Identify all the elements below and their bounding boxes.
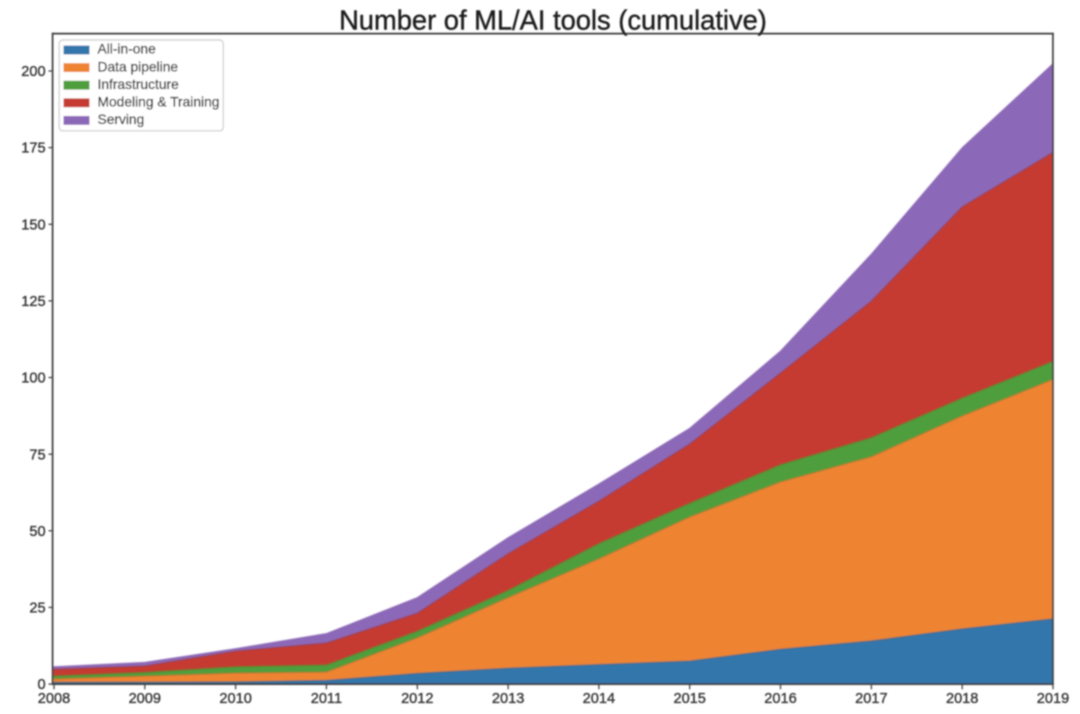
svg-text:Infrastructure: Infrastructure xyxy=(98,77,180,92)
svg-text:Serving: Serving xyxy=(98,112,145,127)
svg-text:2012: 2012 xyxy=(401,691,433,707)
svg-text:2016: 2016 xyxy=(764,691,796,707)
svg-text:2018: 2018 xyxy=(946,691,978,707)
svg-text:125: 125 xyxy=(21,294,45,310)
svg-text:25: 25 xyxy=(29,601,45,617)
svg-text:2014: 2014 xyxy=(583,691,615,707)
svg-text:Data pipeline: Data pipeline xyxy=(98,59,179,74)
svg-text:Modeling & Training: Modeling & Training xyxy=(98,95,220,110)
svg-text:2011: 2011 xyxy=(311,691,342,707)
svg-text:Number of ML/AI tools (cumulat: Number of ML/AI tools (cumulative) xyxy=(339,5,767,36)
svg-text:50: 50 xyxy=(29,524,45,540)
svg-text:2013: 2013 xyxy=(492,691,524,707)
svg-text:175: 175 xyxy=(21,141,45,157)
svg-text:2019: 2019 xyxy=(1037,691,1069,707)
svg-text:2009: 2009 xyxy=(129,691,161,707)
svg-text:2008: 2008 xyxy=(38,691,70,707)
svg-text:150: 150 xyxy=(21,217,45,233)
svg-text:75: 75 xyxy=(29,447,45,463)
svg-text:2015: 2015 xyxy=(673,691,705,707)
svg-text:200: 200 xyxy=(21,64,45,80)
svg-text:All-in-one: All-in-one xyxy=(98,42,157,57)
svg-text:100: 100 xyxy=(21,371,45,387)
svg-text:2017: 2017 xyxy=(855,691,887,707)
svg-text:0: 0 xyxy=(37,677,45,693)
svg-text:2010: 2010 xyxy=(219,691,251,707)
